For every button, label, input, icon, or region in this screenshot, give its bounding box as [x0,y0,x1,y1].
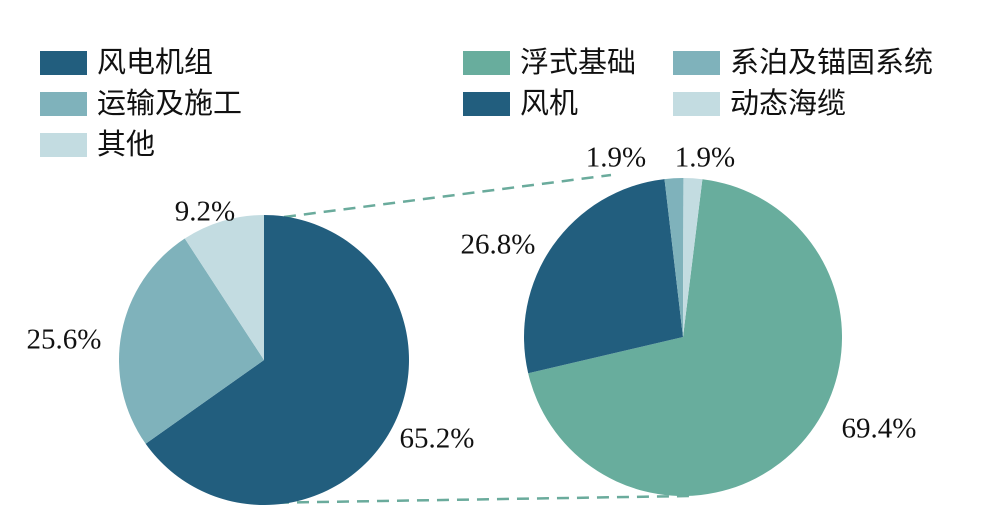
legend-swatch [40,51,87,75]
pie-slice-2 [184,215,264,360]
pct-label-wind-turbine: 26.8% [460,228,536,261]
legend-label: 动态海缆 [730,87,847,120]
legend-label: 风电机组 [97,46,214,79]
pct-label-transport-construction: 25.6% [26,323,102,356]
legend-label: 浮式基础 [520,46,637,79]
legend-item-other: 其他 [40,130,155,160]
legend-label: 风机 [520,87,579,120]
legend-label: 其他 [97,128,156,161]
pie-slice-0 [145,215,409,505]
pie-slice-3 [683,178,703,337]
legend-item-wind-turbine-unit: 风电机组 [40,48,213,78]
pie-slice-2 [664,178,684,337]
pie-slice-1 [119,238,264,444]
pct-label-wind-turbine-unit: 65.2% [399,422,475,455]
pct-label-dynamic-cable: 1.9% [674,141,736,174]
pie-chart-total-cost [119,215,409,505]
pie-chart-turbine-unit [524,178,842,496]
legend-item-mooring-anchoring: 系泊及锚固系统 [673,48,933,78]
legend-item-wind-turbine: 风机 [463,89,578,119]
legend-item-floating-foundation: 浮式基础 [463,48,636,78]
legend-swatch [40,92,87,116]
legend-item-dynamic-cable: 动态海缆 [673,89,846,119]
legend-label: 运输及施工 [97,87,243,120]
legend-label: 系泊及锚固系统 [730,46,934,79]
pct-label-mooring-anchoring: 1.9% [585,141,647,174]
legend-swatch [673,51,720,75]
legend-item-transport-construction: 运输及施工 [40,89,242,119]
legend-swatch [463,92,510,116]
pie-slice-0 [528,179,842,496]
legend-swatch [673,92,720,116]
legend-swatch [463,51,510,75]
pie-slice-1 [524,179,683,374]
pct-label-floating-foundation: 69.4% [841,412,917,445]
pct-label-other: 9.2% [174,195,236,228]
legend-swatch [40,133,87,157]
